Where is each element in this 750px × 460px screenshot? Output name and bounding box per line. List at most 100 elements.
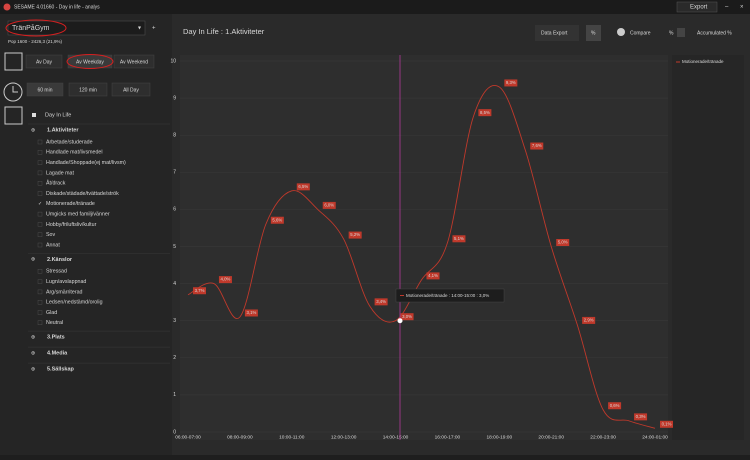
y-tick-label: 5 [173,244,176,250]
value-label-box [426,272,440,280]
data-export-button[interactable] [535,25,579,41]
x-tick-label: 06:00-07:00 [175,434,201,440]
y-tick-label: 0 [173,429,176,435]
value-label: 4,0% [221,277,231,282]
target-dropdown[interactable] [7,20,146,36]
compare-label[interactable]: Compare [630,30,651,36]
data-export-label[interactable]: Data Export [541,30,568,36]
tree-item[interactable]: Arg/smärriterad [46,289,83,295]
export-button[interactable] [676,1,718,13]
x-tick-label: 24:00-01:00 [642,434,668,440]
checkbox[interactable] [37,160,43,165]
checkbox[interactable] [37,232,43,237]
close[interactable]: × [740,5,744,11]
y-tick-label: 7 [173,170,176,176]
accumulated-label[interactable]: Accumulated % [697,30,732,36]
day-button-label[interactable]: Av Day [36,59,53,65]
tree-icon [4,106,23,125]
group-label[interactable]: 4.Media [47,351,68,357]
interval-button[interactable] [68,82,108,97]
minimize[interactable]: – [725,5,729,11]
percent-button[interactable] [586,25,601,41]
day-button-label[interactable]: Av Weekday [76,59,104,65]
accumulated-toggle[interactable] [677,28,685,37]
checkbox[interactable] [37,222,43,227]
page-heading: Day In Life : 1.Aktiviteter [183,27,265,36]
value-label-box [634,413,648,421]
tree-item[interactable]: Lugn/avslappnad [46,279,86,285]
interval-button-label[interactable]: All Day [123,87,139,93]
expander: ⊕ [31,257,35,263]
value-label: 6,5% [298,184,308,189]
checkbox[interactable] [37,242,43,248]
percent-label[interactable]: % [591,30,596,36]
tree-item[interactable]: Neutral [46,320,63,326]
series-line [187,85,656,429]
value-label-box [270,216,284,224]
clock-icon [3,82,23,102]
checkbox[interactable] [37,180,43,186]
checkbox[interactable] [37,269,43,274]
value-label: 0,3% [636,414,646,419]
checkbox[interactable] [37,320,43,325]
day-button[interactable] [113,54,155,69]
tree-item[interactable]: Lagade mat [46,170,75,176]
tree-item[interactable]: Annat [46,242,60,248]
group-label[interactable]: 1.Aktiviteter [47,127,79,133]
tree-item[interactable]: Sov [46,232,55,238]
checkbox[interactable] [37,279,43,284]
tree-item[interactable]: Diskade/städade/tvättade/strök [46,191,119,197]
tree-item[interactable]: Ledsen/nedstämd/orolig [46,300,103,306]
export-label[interactable]: Export [690,5,708,11]
checkbox[interactable] [37,300,43,305]
interval-button[interactable] [26,82,64,97]
dropdown-arrow[interactable]: ▾ [138,26,141,32]
tooltip [395,288,505,303]
checkbox[interactable] [37,139,43,145]
checkbox[interactable] [37,289,43,295]
value-label-box [322,201,336,209]
group-label[interactable]: 5.Sällskap [47,367,75,373]
checkbox[interactable] [37,211,43,217]
tree-item[interactable]: Åt/drack [46,180,66,187]
tree-item[interactable]: Motionerade/tränade [46,201,95,207]
add-button[interactable]: + [152,26,156,32]
tree-item[interactable]: Umgicks med familj/vänner [46,212,110,218]
value-label: 5,0% [558,240,568,245]
population: Pop 1600 - 2426,3 (21,9%) [8,39,63,44]
calendar-icon [4,52,23,71]
tree-item[interactable]: Hobby/friluftsliv/kultur [46,222,97,228]
tree-item[interactable]: Handlade/Shoppade(ej mat/livsm) [46,160,126,166]
tree-item[interactable]: Glad [46,310,57,316]
day-button[interactable] [25,54,63,69]
tree-item[interactable]: Stressad [46,269,67,275]
value-label-box [348,231,362,239]
value-label-box [504,79,518,87]
group-label[interactable]: 3.Plats [47,335,65,341]
value-label: 8,5% [480,110,490,115]
interval-button-label[interactable]: 60 min [37,87,52,93]
value-label: 3,7% [195,288,205,293]
y-tick-label: 3 [173,318,176,324]
checkbox[interactable] [37,170,43,176]
clock-hands [12,86,18,93]
y-tick-label: 2 [173,355,176,361]
x-tick-label: 14:00-15:00 [383,434,409,440]
value-label-box [660,420,673,428]
interval-button[interactable] [111,82,151,97]
tree-item[interactable]: Arbetade/studerade [46,139,93,145]
day-button-label[interactable]: Av Weekend [120,59,148,65]
legend-panel [672,55,744,440]
tree-item[interactable]: Handlade mat/livsmedel [46,150,103,156]
value-label: 5,2% [350,232,360,237]
value-label-box [582,316,596,324]
checkbox[interactable] [37,191,43,196]
value-label-box [556,239,570,246]
target-label[interactable]: TränPåGym [12,24,50,32]
checkbox[interactable] [37,150,43,155]
interval-button-label[interactable]: 120 min [79,87,97,93]
value-label: 0,6% [610,403,620,408]
checkbox[interactable] [37,310,43,315]
percent-label-2[interactable]: % [669,30,674,36]
group-label[interactable]: 2.Känslor [47,257,73,263]
